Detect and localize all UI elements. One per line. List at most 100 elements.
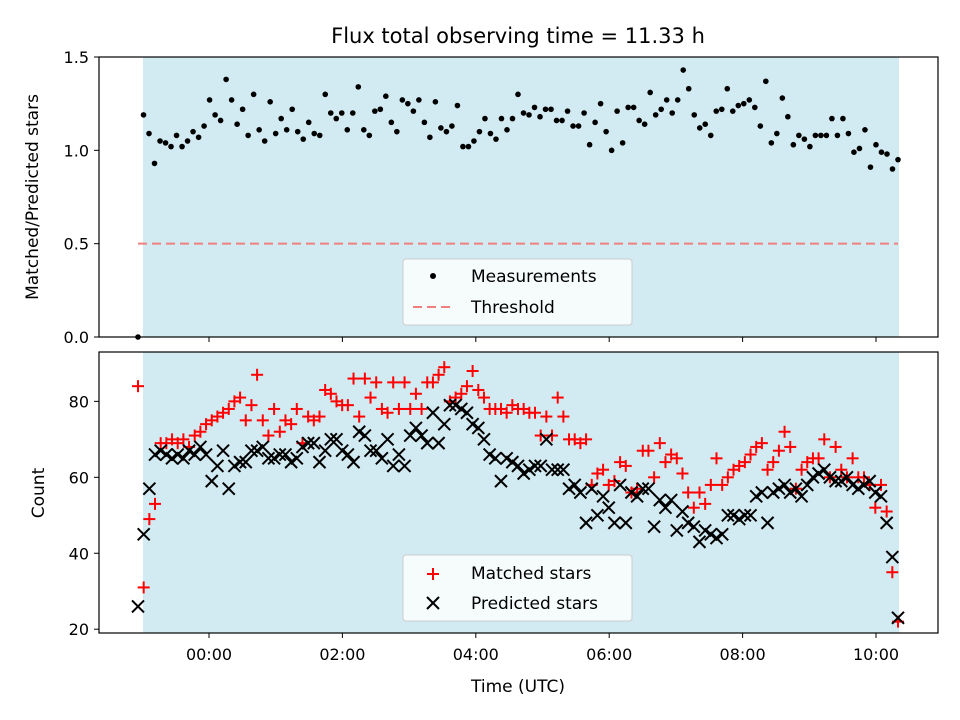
measurement-point xyxy=(763,78,769,85)
measurement-point xyxy=(476,128,483,135)
predicted-star-point xyxy=(170,447,185,462)
matched-star-point xyxy=(642,444,655,457)
matched-star-point xyxy=(693,486,706,499)
predicted-star-point xyxy=(318,444,332,458)
matched-star-point xyxy=(222,402,235,415)
predicted-star-point xyxy=(834,474,848,488)
measurement-point xyxy=(212,112,218,118)
measurement-point xyxy=(564,108,571,114)
predicted-star-point xyxy=(437,417,451,431)
predicted-star-point xyxy=(335,444,349,458)
measurement-point xyxy=(658,106,664,113)
measurement-point xyxy=(394,128,400,135)
measurement-point xyxy=(168,143,174,150)
matched-star-point xyxy=(818,433,831,446)
measurement-point xyxy=(740,100,747,107)
predicted-star-point xyxy=(794,489,809,504)
matched-star-point xyxy=(659,456,672,469)
predicted-star-point xyxy=(636,481,650,496)
matched-star-point xyxy=(234,391,247,404)
measurement-point xyxy=(432,99,439,105)
measurement-point xyxy=(344,127,351,133)
matched-star-point xyxy=(239,414,252,427)
measurement-point xyxy=(311,130,318,137)
measurement-point xyxy=(234,121,240,127)
matched-star-point xyxy=(500,406,513,419)
measurement-point xyxy=(531,104,538,111)
measurement-point xyxy=(729,108,736,114)
measurement-point xyxy=(410,108,417,114)
predicted-star-point xyxy=(295,440,310,454)
measurement-point xyxy=(785,113,791,120)
matched-star-point xyxy=(409,387,422,400)
matched-star-point xyxy=(716,478,729,491)
predicted-star-point xyxy=(885,550,900,564)
predicted-star-point xyxy=(426,406,440,420)
measurement-point xyxy=(696,125,703,131)
top-panel: 0.0 0.5 1.0 1.5 Flux total observing time =… xyxy=(23,24,939,347)
matched-star-point xyxy=(347,372,360,385)
matched-star-point xyxy=(477,391,490,404)
predicted-star-point xyxy=(460,406,474,420)
predicted-star-point xyxy=(533,459,548,473)
predicted-star-point xyxy=(732,512,746,526)
matched-star-point xyxy=(438,361,451,374)
measurement-point xyxy=(867,164,874,170)
measurement-point xyxy=(680,67,687,73)
predicted-star-point xyxy=(324,432,338,447)
matched-star-point xyxy=(273,425,286,438)
bottom-legend-box xyxy=(402,554,633,622)
predicted-star-point xyxy=(828,474,843,488)
predicted-star-point xyxy=(414,428,429,443)
measurement-point xyxy=(834,132,841,139)
bottom-legend: Matched stars Predicted stars xyxy=(402,554,633,622)
measurement-point xyxy=(427,134,433,141)
predicted-star-point xyxy=(256,440,270,454)
measurement-point xyxy=(570,123,576,129)
measurement-point xyxy=(575,123,582,129)
measurement-point xyxy=(652,112,659,118)
predicted-star-point xyxy=(499,451,514,466)
matched-star-point xyxy=(256,414,269,427)
bottom-x-tick-label: 02:00 xyxy=(319,645,365,664)
measurement-point xyxy=(818,132,824,139)
measurement-point xyxy=(592,119,598,126)
top-axes-frame xyxy=(98,56,939,338)
measurement-point xyxy=(300,136,307,142)
top-y-ticks: 0.0 0.5 1.0 1.5 xyxy=(64,48,99,347)
predicted-star-point xyxy=(392,447,406,462)
predicted-star-point xyxy=(205,474,219,488)
matched-star-point xyxy=(353,410,366,423)
predicted-star-point xyxy=(369,444,383,458)
matched-star-point xyxy=(744,448,757,461)
top-y-tick-label: 0.5 xyxy=(64,235,89,254)
top-legend: Measurements Threshold xyxy=(402,258,633,326)
matched-star-point xyxy=(767,456,780,469)
predicted-star-point xyxy=(250,444,264,458)
matched-star-point xyxy=(455,387,468,400)
predicted-star-point xyxy=(704,527,718,541)
matched-star-point xyxy=(772,444,785,457)
predicted-star-point xyxy=(301,436,315,450)
predicted-star-point xyxy=(613,478,627,492)
measurement-point xyxy=(190,128,196,135)
predicted-star-point xyxy=(477,432,491,447)
predicted-star-point xyxy=(709,531,724,545)
measurement-point xyxy=(377,106,384,113)
predicted-star-point xyxy=(874,489,888,504)
legend-measurements-label: Measurements xyxy=(471,267,597,287)
measurement-point xyxy=(245,132,251,139)
measurement-point xyxy=(383,93,389,99)
predicted-star-point xyxy=(749,489,763,504)
predicted-star-point xyxy=(420,436,434,450)
matched-star-point xyxy=(784,440,797,453)
matched-star-point xyxy=(398,376,411,389)
measurement-point xyxy=(641,121,648,127)
predicted-star-point xyxy=(539,432,554,447)
measurement-point xyxy=(724,85,731,92)
predicted-star-point xyxy=(868,485,883,500)
measurement-point xyxy=(228,97,235,103)
predicted-star-point xyxy=(312,455,327,469)
matched-star-point xyxy=(132,380,144,393)
measurement-point xyxy=(548,106,554,113)
